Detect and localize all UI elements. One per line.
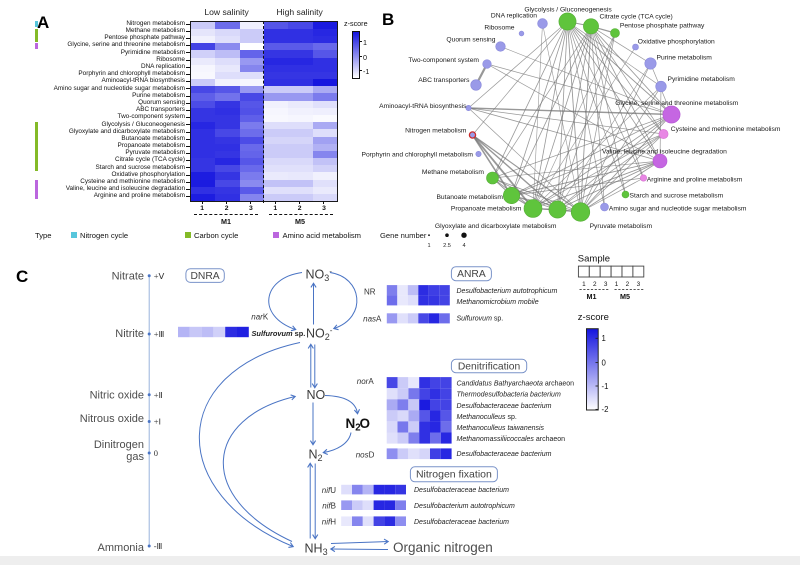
svg-text:Pyrimidine metabolism: Pyrimidine metabolism [668, 76, 736, 83]
svg-text:nifU: nifU [322, 486, 336, 495]
svg-text:1: 1 [602, 334, 606, 343]
svg-text:Methanomassiliicoccales archae: Methanomassiliicoccales archaeon [457, 436, 566, 443]
svg-text:nifH: nifH [322, 517, 336, 526]
svg-text:Nitrite: Nitrite [115, 328, 144, 340]
svg-text:2.5: 2.5 [443, 243, 451, 249]
svg-text:2: 2 [593, 281, 597, 288]
svg-text:Nitric oxide: Nitric oxide [90, 390, 144, 402]
svg-text:NO3-: NO3- [306, 267, 333, 283]
svg-text:-Ⅲ: -Ⅲ [154, 541, 163, 551]
svg-text:ANRA: ANRA [457, 269, 486, 280]
svg-text:NH3: NH3 [305, 542, 328, 558]
svg-text:Methanomicrobium mobile: Methanomicrobium mobile [457, 299, 539, 306]
svg-text:DNA replication: DNA replication [491, 13, 537, 20]
svg-text:Oxidative phosphorylation: Oxidative phosphorylation [638, 39, 715, 46]
svg-text:Nitrogen fixation: Nitrogen fixation [416, 469, 492, 481]
svg-text:Butanoate metabolism: Butanoate metabolism [436, 194, 503, 201]
svg-text:Desulfobacterium autotrophicum: Desulfobacterium autotrophicum [414, 503, 515, 510]
svg-text:Methane metabolism: Methane metabolism [422, 169, 485, 176]
svg-text:Porphyrin and chlorophyll meta: Porphyrin and chlorophyll metabolism [361, 152, 473, 159]
svg-text:Thermodesulfobacteria bacteriu: Thermodesulfobacteria bacterium [457, 392, 561, 399]
svg-text:NR: NR [364, 288, 376, 297]
svg-text:Glycolysis / Gluconeogenesis: Glycolysis / Gluconeogenesis [524, 7, 612, 14]
svg-text:Ribosome: Ribosome [484, 25, 514, 32]
svg-text:Desulfobacteraceae bacterium: Desulfobacteraceae bacterium [457, 403, 552, 410]
svg-text:Arginine and proline metabolis: Arginine and proline metabolism [647, 176, 743, 183]
svg-text:Desulfobacteraceae bacterium: Desulfobacteraceae bacterium [414, 519, 509, 526]
svg-text:Aminoacyl-tRNA biosynthesis: Aminoacyl-tRNA biosynthesis [379, 103, 467, 110]
svg-text:NO: NO [307, 388, 326, 402]
svg-text:Candidatus Bathyarchaeota arch: Candidatus Bathyarchaeota archaeon [457, 381, 575, 388]
svg-text:Valine, leucine and isoleucine: Valine, leucine and isoleucine degradati… [602, 149, 727, 156]
svg-text:O: O [360, 416, 371, 431]
svg-text:z-score: z-score [578, 312, 609, 323]
svg-text:Sulfurovum sp.: Sulfurovum sp. [457, 315, 504, 322]
svg-text:3: 3 [637, 281, 641, 288]
svg-text:Starch and sucrose metabolism: Starch and sucrose metabolism [630, 193, 724, 200]
svg-text:Methanoculleus taiwanensis: Methanoculleus taiwanensis [457, 425, 545, 432]
svg-text:Sample: Sample [578, 254, 610, 265]
svg-text:Desulfobacteraceae bacterium: Desulfobacteraceae bacterium [414, 487, 509, 494]
svg-text:DNRA: DNRA [191, 271, 220, 282]
svg-text:narK: narK [251, 313, 269, 322]
svg-text:+Ⅲ: +Ⅲ [154, 329, 165, 339]
svg-text:1: 1 [615, 281, 619, 288]
svg-text:Glyoxylate and dicarboxylate m: Glyoxylate and dicarboxylate metabolism [435, 223, 557, 230]
svg-text:Methanoculleus sp.: Methanoculleus sp. [457, 414, 517, 421]
svg-text:1: 1 [582, 281, 586, 288]
svg-text:Pentose phosphate pathway: Pentose phosphate pathway [620, 23, 705, 30]
svg-text:+Ⅱ: +Ⅱ [154, 390, 163, 400]
svg-text:Glycine, serine and threonine: Glycine, serine and threonine metabolism [615, 100, 738, 107]
svg-text:0: 0 [602, 358, 607, 367]
svg-text:-2: -2 [602, 405, 609, 414]
svg-text:Sulfurovum sp.: Sulfurovum sp. [252, 329, 306, 338]
svg-text:N2: N2 [309, 448, 323, 464]
svg-text:Amino sugar and nucleotide sug: Amino sugar and nucleotide sugar metabol… [609, 205, 747, 212]
svg-text:Quorum sensing: Quorum sensing [446, 37, 495, 44]
svg-text:ABC transporters: ABC transporters [418, 77, 470, 84]
svg-text:0: 0 [154, 448, 158, 458]
svg-text:Cysteine and methionine metabo: Cysteine and methionine metabolism [671, 126, 781, 133]
svg-text:Pyruvate metabolism: Pyruvate metabolism [590, 223, 653, 230]
svg-text:Desulfobacterium autotrophicum: Desulfobacterium autotrophicum [457, 288, 558, 295]
svg-text:NO2-: NO2- [306, 326, 333, 342]
svg-text:N2: N2 [346, 416, 361, 434]
svg-text:Desulfobacteraceae bacterium: Desulfobacteraceae bacterium [457, 451, 552, 458]
svg-text:Gene number: Gene number [380, 231, 427, 240]
svg-text:-1: -1 [602, 382, 609, 391]
svg-text:Citrate cycle (TCA cycle): Citrate cycle (TCA cycle) [600, 14, 673, 21]
svg-text:Dinitrogen: Dinitrogen [94, 439, 144, 451]
svg-text:Two-component system: Two-component system [408, 57, 479, 64]
svg-text:3: 3 [604, 281, 608, 288]
svg-text:nifB: nifB [322, 501, 336, 510]
svg-text:nasA: nasA [363, 314, 382, 323]
svg-text:Propanoate metabolism: Propanoate metabolism [451, 206, 522, 213]
svg-text:Nitrogen metabolism: Nitrogen metabolism [405, 128, 467, 135]
svg-text:Denitrification: Denitrification [458, 361, 521, 372]
svg-text:1: 1 [427, 243, 430, 249]
svg-text:M1: M1 [587, 292, 597, 301]
svg-text:+Ⅰ: +Ⅰ [154, 417, 161, 427]
svg-text:Nitrate: Nitrate [112, 271, 144, 283]
svg-text:2: 2 [626, 281, 630, 288]
svg-text:+Ⅴ: +Ⅴ [154, 271, 166, 281]
svg-text:nosD: nosD [356, 450, 375, 459]
svg-text:norA: norA [357, 377, 375, 386]
svg-text:Purine metabolism: Purine metabolism [657, 55, 713, 62]
svg-text:M5: M5 [620, 292, 630, 301]
svg-text:gas: gas [126, 451, 144, 463]
svg-text:4: 4 [462, 243, 465, 249]
svg-text:Ammonia: Ammonia [98, 542, 145, 554]
svg-text:Nitrous oxide: Nitrous oxide [80, 413, 144, 425]
svg-text:Organic nitrogen: Organic nitrogen [393, 540, 493, 555]
